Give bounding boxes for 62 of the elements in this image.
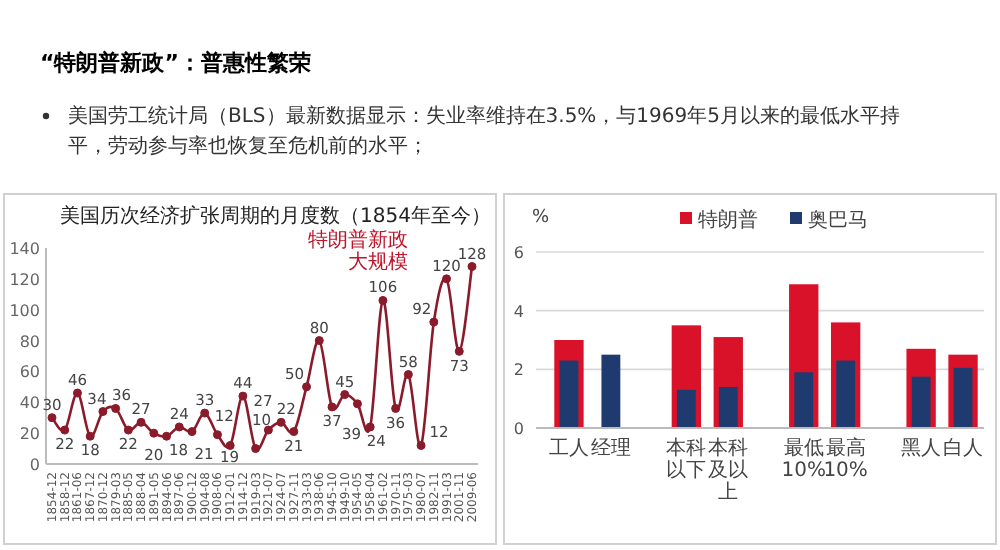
point xyxy=(98,407,108,417)
x-tick-label: 白人 xyxy=(941,438,986,460)
point xyxy=(251,444,261,454)
point xyxy=(429,317,439,327)
y-tick-label: 140 xyxy=(9,240,40,258)
legend-label: 奥巴马 xyxy=(808,208,868,232)
point xyxy=(442,274,452,284)
annotation: 特朗普新政 xyxy=(308,228,408,252)
point xyxy=(391,403,401,413)
point xyxy=(225,440,235,450)
x-tick-label: 工人 xyxy=(546,438,591,460)
y-tick-label: 100 xyxy=(9,301,40,320)
x-tick-label: 本科以下 xyxy=(664,438,708,482)
point xyxy=(263,425,273,435)
point xyxy=(72,388,82,398)
chart-title: 美国历次经济扩张周期的月度数（1854年至今） xyxy=(60,204,491,228)
point xyxy=(200,408,210,418)
x-tick-label: 经理 xyxy=(588,438,633,460)
point xyxy=(416,440,426,450)
text: “特朗普新政”：普惠性繁荣 xyxy=(40,48,311,78)
y-tick-label: 6 xyxy=(513,244,524,262)
x-tick-label: 最高10% xyxy=(823,438,870,482)
point xyxy=(302,382,312,392)
y-tick-label: 20 xyxy=(19,425,40,444)
point xyxy=(340,390,350,400)
point xyxy=(289,427,299,437)
y-tick-label: 4 xyxy=(513,302,524,321)
x-tick-label: 黑人 xyxy=(899,438,944,460)
point xyxy=(174,422,184,432)
point xyxy=(162,431,172,441)
x-tick-label: 最低10% xyxy=(779,438,826,482)
y-tick-label: 80 xyxy=(19,332,40,351)
point xyxy=(111,403,121,413)
point xyxy=(47,413,57,423)
legend-label: 特朗普 xyxy=(698,208,758,232)
point xyxy=(149,428,159,438)
point xyxy=(136,417,146,427)
annotation: 大规模 xyxy=(348,250,408,274)
y-axis-title: % xyxy=(532,208,550,228)
point xyxy=(314,336,324,346)
point xyxy=(85,431,95,441)
point xyxy=(187,427,197,437)
point xyxy=(352,399,362,409)
y-tick-label: 0 xyxy=(513,420,524,438)
point xyxy=(238,391,248,401)
point xyxy=(365,422,375,432)
point xyxy=(327,402,337,412)
x-tick-label: 本科及以上 xyxy=(706,438,751,504)
y-tick-label: 60 xyxy=(19,363,40,382)
point xyxy=(276,417,286,427)
y-tick-label: 0 xyxy=(29,456,40,474)
y-tick-label: 40 xyxy=(19,394,40,413)
point xyxy=(378,295,388,305)
text: 美国劳工统计局（BLS）最新数据显示：失业率维持在3.5%，与1969年5月以来的最低水平持平，劳动参与率也恢复至危机前的水平； xyxy=(68,103,902,162)
point xyxy=(403,370,413,380)
point xyxy=(467,262,477,272)
point xyxy=(60,425,70,435)
point xyxy=(123,425,133,435)
y-tick-label: 2 xyxy=(513,361,524,380)
point xyxy=(212,430,222,440)
y-tick-label: 120 xyxy=(9,270,40,289)
point xyxy=(454,346,464,356)
